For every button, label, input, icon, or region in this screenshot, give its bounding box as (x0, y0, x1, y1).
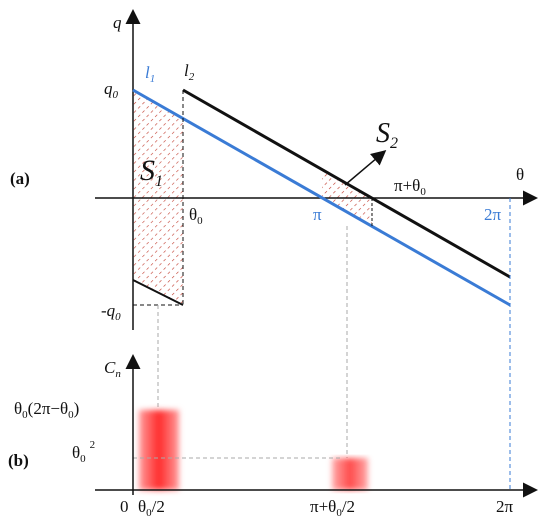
label-pi: π (313, 205, 322, 224)
label-q0: q0 (104, 79, 119, 101)
panel-a: (a) q θ q0 -q0 l1 l2 S1 S2 θ0 π π+θ0 2π (10, 9, 538, 490)
text: l (184, 61, 189, 80)
text: (2π−θ (28, 399, 68, 418)
panel-tag: (a) (10, 169, 30, 188)
tick-pi-half: π+θ0/2 (310, 497, 355, 519)
subscript: 0 (146, 507, 152, 519)
text: π+θ (394, 176, 420, 195)
text: S (376, 118, 390, 149)
subscript: 2 (390, 135, 398, 152)
label-pi-theta0: π+θ0 (394, 176, 426, 198)
subscript: 0 (113, 89, 119, 101)
tick-2pi: 2π (496, 497, 514, 516)
text: ) (74, 399, 80, 418)
line-l1 (132, 88, 511, 307)
text: l (145, 63, 150, 82)
text: /2 (152, 497, 165, 516)
lower-segment (132, 279, 184, 306)
subscript: 0 (22, 409, 28, 421)
text: θ (14, 399, 22, 418)
text: -q (101, 301, 116, 320)
axis-label: q (113, 13, 122, 32)
subscript: 0 (115, 311, 121, 323)
text: S (140, 154, 155, 187)
subscript: 1 (150, 73, 156, 85)
subscript: 0 (80, 453, 86, 465)
axis-label: Cn (104, 358, 121, 380)
text: /2 (342, 497, 355, 516)
subscript: 0 (336, 507, 342, 519)
tick-zero: 0 (120, 497, 129, 516)
label-theta0: θ0 (189, 205, 203, 227)
text: θ (189, 205, 197, 224)
superscript: 2 (90, 439, 96, 451)
label-l1: l1 (145, 63, 155, 85)
label-2pi: 2π (484, 205, 502, 224)
text: θ (72, 443, 80, 462)
panel-tag: (b) (8, 451, 29, 470)
text: π+θ (310, 497, 336, 516)
label-l2: l2 (184, 61, 195, 83)
text: q (104, 79, 113, 98)
bar-low (332, 458, 368, 490)
subscript: n (115, 368, 121, 380)
label-neg-q0: -q0 (101, 301, 121, 323)
text: C (104, 358, 116, 377)
axis-label: θ (516, 165, 524, 184)
tick-half: θ0/2 (138, 497, 165, 519)
label-s1: S1 (140, 154, 163, 190)
text: θ (138, 497, 146, 516)
subscript: 0 (420, 186, 426, 198)
subscript: 1 (155, 173, 163, 190)
label-high: θ0(2π−θ0) (14, 399, 79, 421)
subscript: 0 (197, 215, 203, 227)
subscript: 2 (189, 71, 195, 83)
subscript: 0 (68, 409, 74, 421)
panel-b: (b) Cn θ0(2π−θ0) θ02 0 θ0/2 π+θ0/2 2π (8, 354, 538, 519)
label-s2: S2 (376, 118, 398, 152)
bar-high (139, 410, 179, 490)
s2-arrow (344, 150, 387, 186)
label-low: θ02 (72, 439, 95, 465)
